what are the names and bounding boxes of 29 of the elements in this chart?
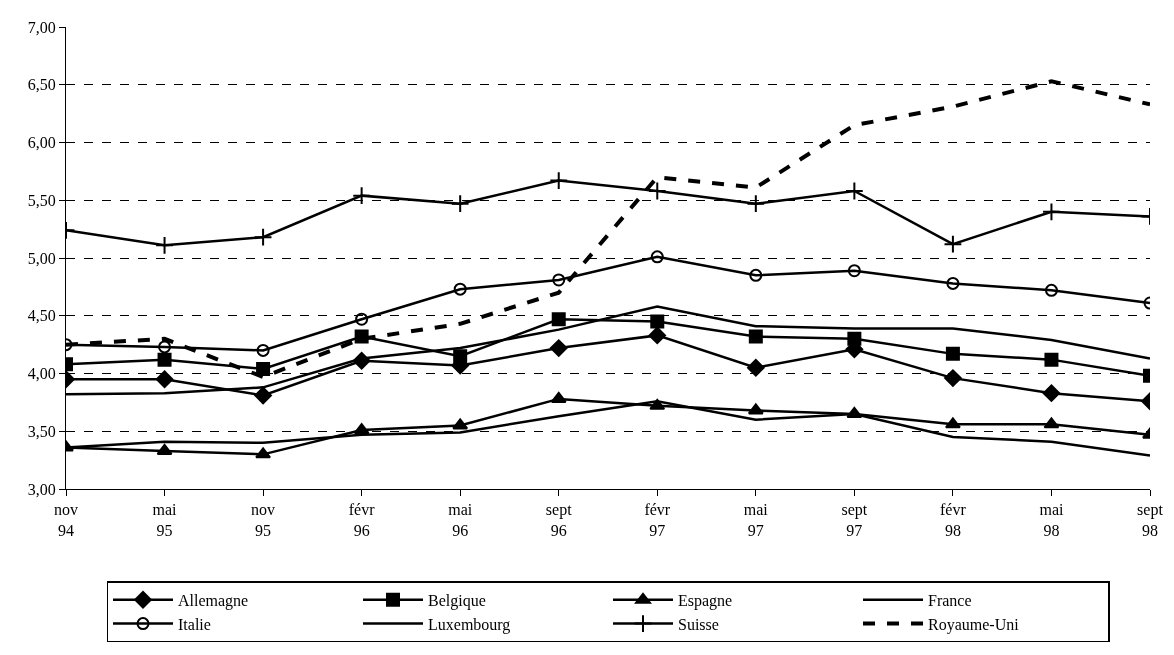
x-tick-label: mai 97: [743, 501, 769, 539]
legend-label: Allemagne: [178, 592, 249, 611]
y-tick-label: 5,00: [27, 249, 56, 267]
y-tick-label: 3,50: [27, 422, 56, 440]
x-tick-label: mai 95: [152, 501, 178, 539]
y-tick-label: 6,50: [27, 76, 56, 94]
y-tick-label: 6,00: [27, 134, 56, 152]
x-tick-label: mai 96: [448, 501, 473, 539]
x-tick-label: févr 96: [348, 501, 376, 539]
y-tick-label: 4,50: [27, 307, 56, 325]
x-tick-label: mai 98: [1039, 501, 1064, 539]
y-tick-label: 4,00: [27, 365, 56, 383]
x-tick-label: sept 98: [1137, 501, 1164, 539]
x-tick-label: sept 96: [545, 501, 573, 539]
x-tick-label: sept 97: [841, 501, 868, 539]
legend-label: Suisse: [678, 615, 719, 633]
legend-label: Espagne: [678, 592, 733, 611]
legend-label: Belgique: [428, 592, 486, 611]
x-tick-label: nov 95: [251, 501, 276, 539]
legend-label: France: [928, 592, 972, 610]
legend-label: Luxembourg: [428, 615, 511, 634]
y-tick-label: 3,00: [27, 480, 56, 498]
x-tick-label: nov 94: [54, 501, 78, 539]
y-tick-label: 7,00: [27, 18, 56, 36]
y-tick-label: 5,50: [27, 191, 56, 209]
legend-label: Italie: [178, 615, 211, 633]
legend-label: Royaume-Uni: [928, 615, 1020, 634]
x-tick-label: févr 98: [940, 501, 967, 539]
x-tick-label: févr 97: [644, 501, 671, 539]
